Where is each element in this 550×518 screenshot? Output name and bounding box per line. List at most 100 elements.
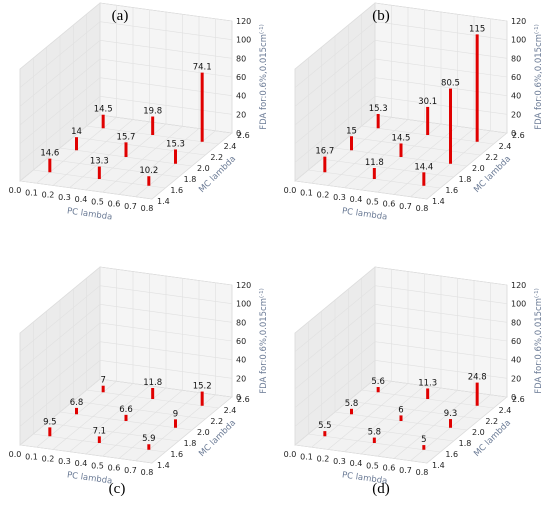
bar-value-label: 80.5 [441, 79, 460, 89]
grid-line [19, 114, 233, 182]
x-tick-label: 0.2 [317, 455, 330, 464]
z-axis-title-main: FDA for:0.6%,0.015cm [259, 34, 269, 130]
x-tick-label: 0.5 [366, 197, 379, 206]
chart-panel-1: 14.6 14 14.5 13.3 15.7 19.8 10.2 15.3 74.1 0.0 0.1… [9, 2, 269, 223]
bar-value-label: 14.4 [414, 162, 433, 172]
x-tick-label: 0.3 [58, 193, 71, 202]
y-tick-label: 2.0 [472, 164, 485, 173]
grid-line [294, 378, 508, 446]
x-axis-title: PC lambda [341, 206, 388, 222]
y-tick-label: 2.2 [210, 417, 223, 426]
z-axis-title: FDA for:0.6%,0.015cm(-1) [259, 24, 269, 130]
y-tick-label: 1.4 [157, 197, 170, 206]
x-tick-label: 0.5 [366, 461, 379, 470]
x-tick-label: 0.3 [58, 457, 71, 466]
bar-value-label: 9.5 [43, 417, 57, 427]
z-tick-label: 100 [236, 300, 251, 309]
bar-value-label: 30.1 [418, 97, 437, 107]
z-axis-title-superscript: (-1) [534, 24, 540, 34]
x-tick-label: 0.1 [300, 188, 313, 197]
z-axis-title-superscript: (-1) [259, 288, 265, 298]
bar-value-label: 11.3 [418, 378, 437, 388]
y-tick-label: 1.8 [459, 439, 472, 448]
bar-value-label: 15.7 [117, 132, 136, 142]
grid-line [294, 285, 508, 352]
y-tick-label: 1.8 [184, 439, 197, 448]
z-axis-title-main: FDA for:0.6%,0.015cm [259, 298, 269, 394]
x-tick-label: 0.8 [416, 204, 429, 213]
z-axis-title-superscript: (-1) [534, 288, 540, 298]
y-tick-label: 2.6 [512, 395, 525, 404]
y-tick-label: 2.2 [485, 153, 498, 162]
bar-value-label: 74.1 [193, 63, 212, 73]
grid-line [19, 2, 233, 70]
z-tick-label: 100 [511, 300, 526, 309]
x-tick-label: 0.6 [383, 464, 396, 473]
z-tick-label: 80 [236, 318, 246, 327]
z-tick-label: 60 [511, 337, 521, 346]
y-tick-label: 1.4 [157, 461, 170, 470]
chart-panel-3: 9.5 6.8 7 7.1 6.6 11.8 5.9 9 15.2 0.0 0.1 0.2 0.3 0.4… [9, 266, 269, 487]
x-tick-label: 0.4 [350, 195, 363, 204]
chart-panel-4: 5.5 5.8 5.6 5.8 6 11.3 5 9.3 24.8 0.0 0.1 0.2 0.3 0.4… [284, 266, 544, 487]
y-tick-label: 2.6 [237, 395, 250, 404]
panel-label: (a) [112, 8, 129, 24]
x-tick-label: 0.8 [141, 204, 154, 213]
x-tick-label: 0.5 [91, 197, 104, 206]
grid-line [19, 58, 233, 126]
bar-value-label: 14.5 [94, 105, 113, 115]
bar-value-label: 6 [398, 405, 403, 415]
z-tick-label: 80 [236, 54, 246, 63]
z-tick-label: 60 [511, 73, 521, 82]
y-tick-label: 2.4 [224, 142, 237, 151]
x-tick-label: 0.6 [108, 200, 121, 209]
y-tick-label: 1.8 [459, 175, 472, 184]
bar-value-label: 15.2 [193, 382, 212, 392]
z-tick-label: 60 [236, 73, 246, 82]
chart-panel-2: 16.7 15 15.3 11.8 14.5 30.1 14.4 80.5 115 0.0 0.1 0… [284, 2, 544, 223]
grid-line [294, 114, 508, 182]
bar-value-label: 7 [100, 376, 105, 386]
x-tick-label: 0.6 [383, 200, 396, 209]
z-tick-label: 100 [511, 36, 526, 45]
bar-value-label: 5.9 [142, 434, 156, 444]
bar-value-label: 24.8 [468, 373, 487, 383]
z-tick-label: 60 [236, 337, 246, 346]
x-tick-label: 0.1 [25, 188, 38, 197]
x-tick-label: 0.4 [75, 195, 88, 204]
z-tick-label: 40 [236, 356, 246, 365]
bar-value-label: 7.1 [93, 426, 107, 436]
z-tick-label: 0 [236, 129, 241, 138]
z-axis-title-superscript: (-1) [259, 24, 265, 34]
z-tick-label: 40 [511, 356, 521, 365]
z-tick-label: 80 [511, 318, 521, 327]
y-tick-label: 1.4 [432, 197, 445, 206]
y-tick-label: 1.6 [445, 186, 458, 195]
x-tick-label: 0.6 [108, 464, 121, 473]
grid-line [294, 96, 508, 163]
grid-line [294, 40, 508, 107]
y-tick-label: 2.4 [499, 406, 512, 415]
z-tick-label: 80 [511, 54, 521, 63]
x-tick-label: 0.4 [75, 459, 88, 468]
z-tick-label: 20 [511, 374, 521, 383]
bar-value-label: 14.6 [40, 149, 59, 159]
z-axis-title-main: FDA for:0.6%,0.015cm [534, 298, 544, 394]
bar-value-label: 115 [469, 24, 485, 34]
x-tick-label: 0.7 [399, 202, 412, 211]
grid-line [19, 40, 233, 107]
x-axis-title: PC lambda [66, 470, 113, 486]
bar-value-label: 5.8 [345, 399, 359, 409]
z-tick-label: 120 [511, 281, 526, 290]
x-tick-label: 0.8 [416, 468, 429, 477]
x-tick-label: 0.0 [284, 450, 297, 459]
bar-value-label: 15 [346, 126, 357, 136]
grid-line [294, 322, 508, 390]
bar-value-label: 5.5 [318, 421, 332, 431]
panel-label: (d) [372, 481, 390, 497]
y-tick-label: 2.6 [237, 131, 250, 140]
bar-value-label: 9.3 [444, 409, 458, 419]
grid-line [19, 21, 233, 88]
bar-value-label: 16.7 [315, 147, 334, 157]
x-tick-label: 0.5 [91, 461, 104, 470]
